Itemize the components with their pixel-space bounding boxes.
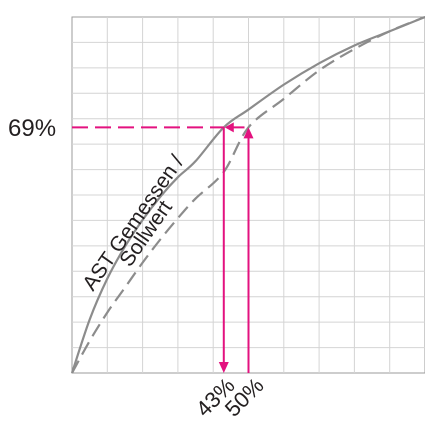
series-line-target bbox=[71, 15, 425, 374]
arrow-down-icon bbox=[218, 362, 229, 373]
annotation-layer bbox=[72, 122, 254, 373]
series-line-measured bbox=[70, 15, 425, 374]
series-layer bbox=[70, 15, 425, 374]
y-level-label: 69% bbox=[8, 115, 56, 142]
arrow-up-icon bbox=[243, 127, 254, 139]
arrow-left-icon bbox=[224, 122, 234, 133]
